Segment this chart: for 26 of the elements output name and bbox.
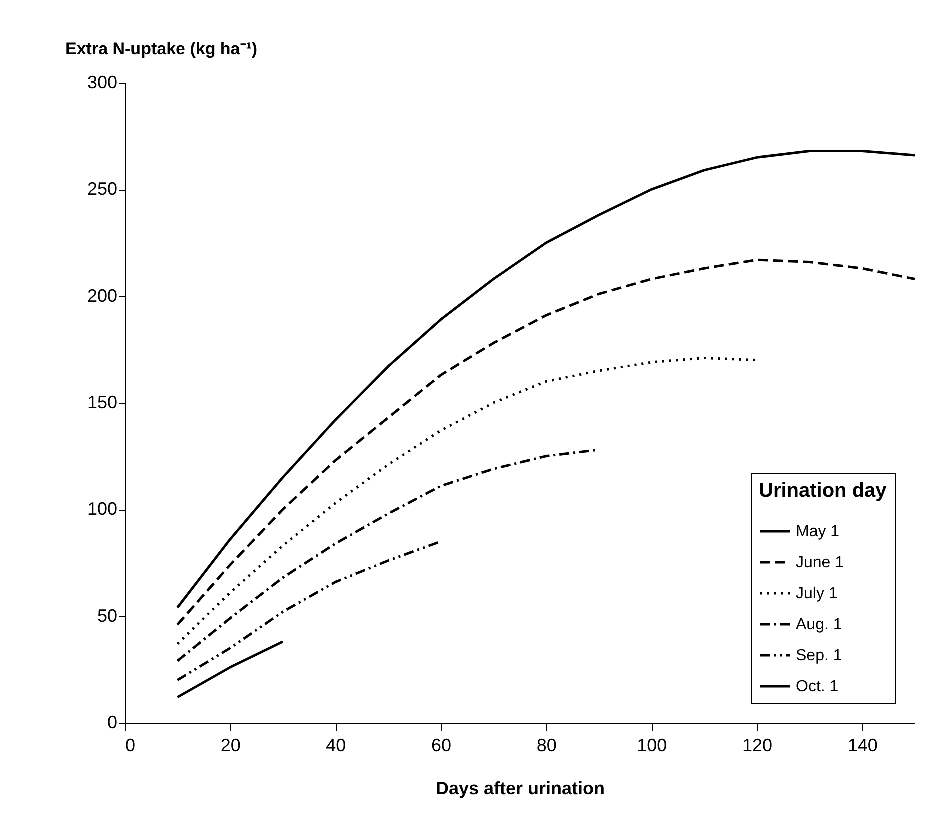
legend-title: Urination day: [759, 480, 888, 502]
legend-label: Sep. 1: [796, 648, 842, 664]
y-tick-label: 50: [97, 606, 118, 626]
x-tick-label: 80: [536, 736, 557, 756]
x-tick-label: 0: [126, 736, 136, 756]
x-axis-title: Days after urination: [436, 778, 606, 798]
legend-label: May 1: [796, 524, 840, 540]
y-tick-label: 200: [87, 286, 118, 306]
y-tick-label: 100: [87, 499, 118, 520]
y-tick-label: 0: [107, 712, 118, 732]
line-series: [176, 356, 758, 646]
legend-label: July 1: [796, 586, 838, 602]
legend-label: Oct. 1: [796, 678, 839, 696]
y-tick-label: 300: [87, 72, 118, 92]
y-axis-title: Extra N-uptake (kg ha⁻¹): [66, 40, 258, 58]
x-tick-label: 100: [637, 736, 668, 756]
x-tick-label: 60: [431, 736, 452, 756]
x-tick-label: 120: [742, 736, 773, 756]
legend-label: June 1: [796, 554, 844, 572]
legend-label: Aug. 1: [796, 616, 842, 634]
y-tick-label: 250: [87, 179, 118, 200]
x-tick-label: 20: [220, 736, 241, 756]
y-tick-label: 150: [87, 392, 118, 412]
line-series: [176, 150, 916, 610]
x-tick-label: 140: [848, 736, 878, 756]
x-tick-label: 40: [326, 736, 346, 756]
